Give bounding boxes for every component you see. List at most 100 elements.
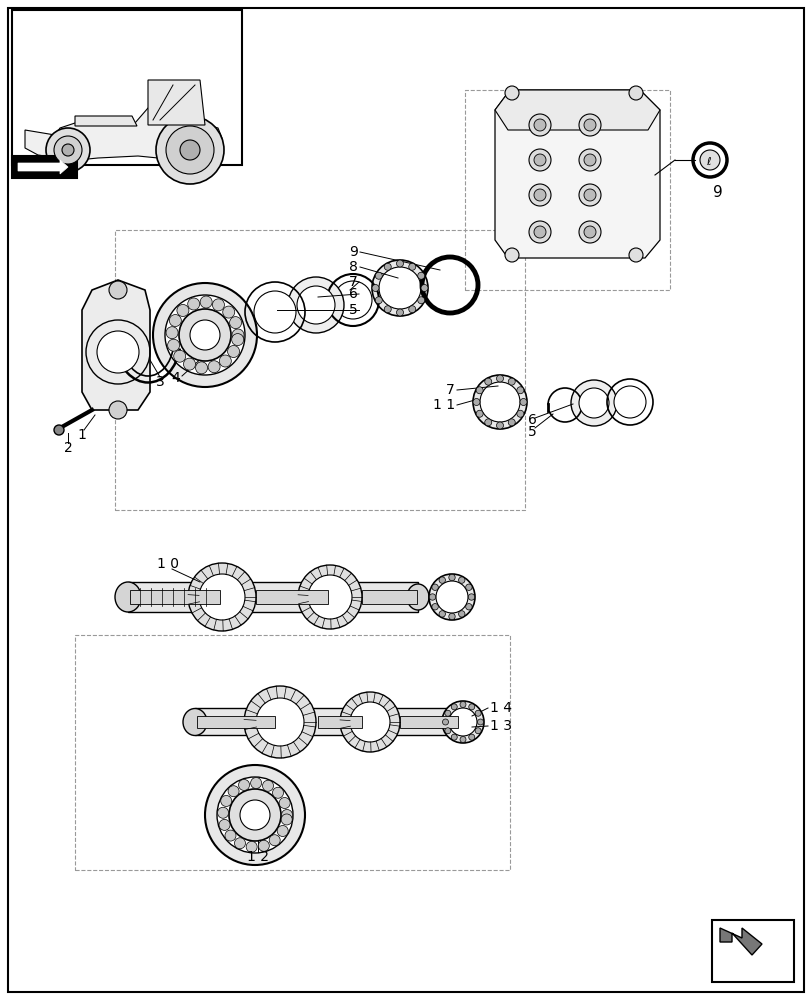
Text: 3: 3 [156, 375, 164, 389]
Circle shape [473, 398, 479, 406]
Circle shape [262, 780, 273, 791]
Ellipse shape [115, 582, 141, 612]
Circle shape [439, 611, 445, 617]
Bar [465, 90, 669, 290]
Circle shape [169, 315, 181, 327]
Circle shape [217, 807, 228, 818]
Circle shape [468, 704, 474, 710]
Circle shape [441, 701, 483, 743]
Circle shape [190, 320, 220, 350]
Polygon shape [18, 160, 68, 174]
Circle shape [436, 581, 467, 613]
Circle shape [240, 800, 270, 830]
Circle shape [613, 386, 646, 418]
Circle shape [583, 154, 595, 166]
Circle shape [188, 563, 255, 631]
Circle shape [528, 221, 551, 243]
Circle shape [458, 611, 465, 617]
Bar [255, 590, 328, 604]
Circle shape [298, 565, 362, 629]
Circle shape [97, 331, 139, 373]
Circle shape [152, 283, 257, 387]
Polygon shape [719, 928, 761, 955]
Circle shape [578, 149, 600, 171]
Text: 1 0: 1 0 [157, 557, 178, 571]
Circle shape [475, 387, 483, 394]
Bar [75, 635, 509, 870]
Polygon shape [25, 103, 221, 160]
Circle shape [451, 734, 457, 740]
Polygon shape [82, 280, 150, 410]
Circle shape [254, 291, 296, 333]
Circle shape [534, 226, 545, 238]
Circle shape [217, 777, 293, 853]
Circle shape [479, 382, 519, 422]
Circle shape [229, 789, 281, 841]
Circle shape [269, 835, 280, 846]
Circle shape [219, 355, 231, 367]
Circle shape [420, 284, 427, 292]
Text: 1 3: 1 3 [489, 719, 512, 733]
Circle shape [212, 299, 224, 311]
Circle shape [167, 339, 179, 351]
Text: 5: 5 [527, 425, 536, 439]
Circle shape [517, 410, 523, 417]
Circle shape [174, 350, 186, 362]
Circle shape [54, 425, 64, 435]
Circle shape [475, 410, 483, 417]
Circle shape [496, 375, 503, 382]
Bar [362, 590, 417, 604]
Circle shape [307, 575, 351, 619]
Circle shape [340, 692, 400, 752]
Circle shape [231, 334, 243, 346]
Circle shape [384, 306, 391, 313]
Circle shape [208, 361, 220, 373]
Circle shape [466, 584, 471, 590]
Circle shape [281, 814, 292, 825]
Circle shape [178, 309, 230, 361]
Circle shape [234, 838, 245, 849]
Circle shape [448, 708, 476, 736]
Text: 1 4: 1 4 [489, 701, 512, 715]
Circle shape [371, 260, 427, 316]
Bar [115, 230, 525, 510]
Circle shape [508, 419, 515, 426]
Circle shape [468, 594, 474, 600]
Circle shape [109, 401, 127, 419]
Bar [130, 590, 220, 604]
Circle shape [238, 779, 249, 790]
Circle shape [297, 286, 335, 324]
Text: 9: 9 [712, 185, 722, 200]
Circle shape [517, 387, 523, 394]
Circle shape [255, 698, 303, 746]
Circle shape [474, 710, 481, 716]
Circle shape [439, 577, 445, 583]
Circle shape [417, 272, 424, 279]
Circle shape [199, 574, 245, 620]
Text: 7: 7 [349, 275, 358, 289]
Circle shape [519, 398, 526, 406]
Text: ℓ: ℓ [705, 157, 710, 167]
Circle shape [468, 734, 474, 740]
Circle shape [396, 309, 403, 316]
Circle shape [288, 277, 344, 333]
Circle shape [570, 380, 616, 426]
Circle shape [195, 362, 208, 374]
Circle shape [417, 297, 424, 304]
Circle shape [460, 702, 466, 708]
Circle shape [333, 281, 371, 319]
Circle shape [528, 114, 551, 136]
Circle shape [431, 604, 438, 610]
Circle shape [578, 388, 608, 418]
Circle shape [396, 260, 403, 267]
Circle shape [629, 86, 642, 100]
Text: 1 2: 1 2 [247, 850, 268, 864]
Bar [12, 10, 242, 165]
Circle shape [183, 358, 195, 370]
Circle shape [508, 378, 515, 385]
Circle shape [460, 736, 466, 742]
Circle shape [408, 263, 415, 270]
Circle shape [225, 830, 236, 841]
Bar [197, 716, 275, 728]
Circle shape [477, 719, 483, 725]
